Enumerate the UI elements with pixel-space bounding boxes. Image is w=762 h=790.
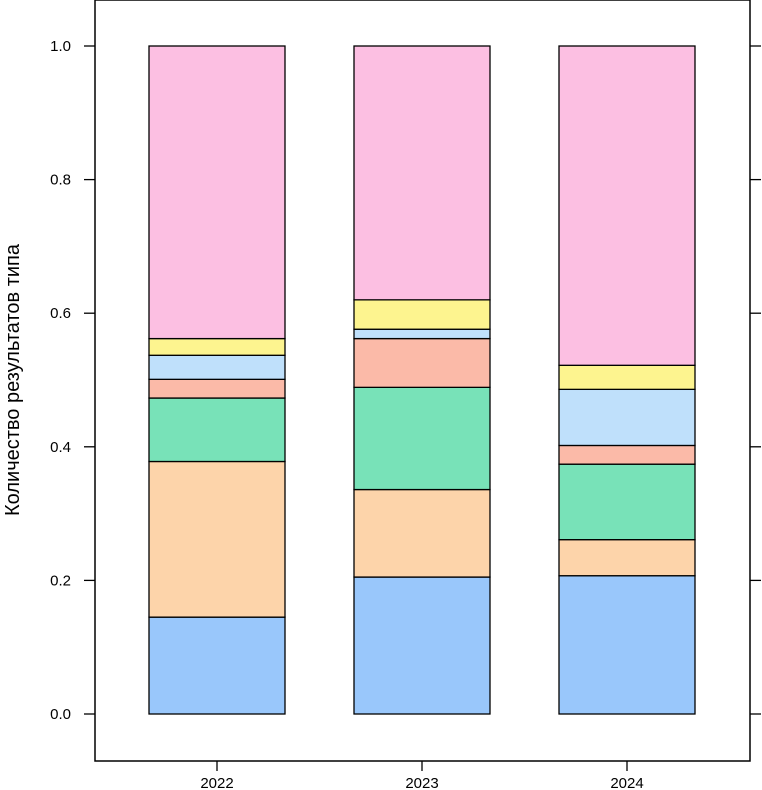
bar-segment-2023-segment-1 bbox=[353, 576, 491, 715]
y-axis-left: 0.0 0.2 0.4 0.6 0.8 1.0 bbox=[50, 38, 95, 723]
x-axis: 2022 2023 2024 bbox=[200, 761, 644, 790]
bar-segment-2024-segment-7 bbox=[558, 45, 696, 366]
bars-group bbox=[148, 45, 696, 715]
y-tick-label: 1.0 bbox=[50, 38, 71, 55]
bar-segment-2022-segment-1 bbox=[148, 616, 286, 715]
y-tick-label: 0.2 bbox=[50, 572, 71, 589]
bar-segment-2023-segment-4 bbox=[353, 337, 491, 388]
bar-segment-2023-segment-5 bbox=[353, 328, 491, 340]
bar-segment-2024-segment-2 bbox=[558, 539, 696, 577]
bar-segment-2024-segment-3 bbox=[558, 463, 696, 541]
x-tick-label: 2023 bbox=[405, 775, 438, 790]
bar-segment-2022-segment-3 bbox=[148, 397, 286, 463]
y-tick-label: 0.6 bbox=[50, 305, 71, 322]
bar-segment-2024-segment-1 bbox=[558, 575, 696, 715]
bar-segment-2022-segment-5 bbox=[148, 354, 286, 380]
y-tick-label: 0.8 bbox=[50, 172, 71, 189]
bar-segment-2022-segment-7 bbox=[148, 45, 286, 340]
y-axis-right bbox=[750, 45, 761, 715]
y-axis-title: Количество результатов типа bbox=[2, 243, 24, 516]
bar-segment-2023-segment-2 bbox=[353, 488, 491, 578]
x-tick-label: 2022 bbox=[200, 775, 233, 790]
bar-segment-2022-segment-2 bbox=[148, 460, 286, 618]
bar-segment-2024-segment-5 bbox=[558, 388, 696, 447]
y-tick-label: 0.0 bbox=[50, 706, 71, 723]
y-tick-label: 0.4 bbox=[50, 439, 71, 456]
bar-segment-2022-segment-4 bbox=[148, 378, 286, 399]
bar-segment-2022-segment-6 bbox=[148, 337, 286, 356]
bar-segment-2023-segment-6 bbox=[353, 299, 491, 330]
bar-segment-2023-segment-3 bbox=[353, 386, 491, 491]
bar-segment-2024-segment-4 bbox=[558, 444, 696, 465]
bar-segment-2024-segment-6 bbox=[558, 364, 696, 391]
bar-segment-2023-segment-7 bbox=[353, 45, 491, 301]
x-tick-label: 2024 bbox=[610, 775, 643, 790]
